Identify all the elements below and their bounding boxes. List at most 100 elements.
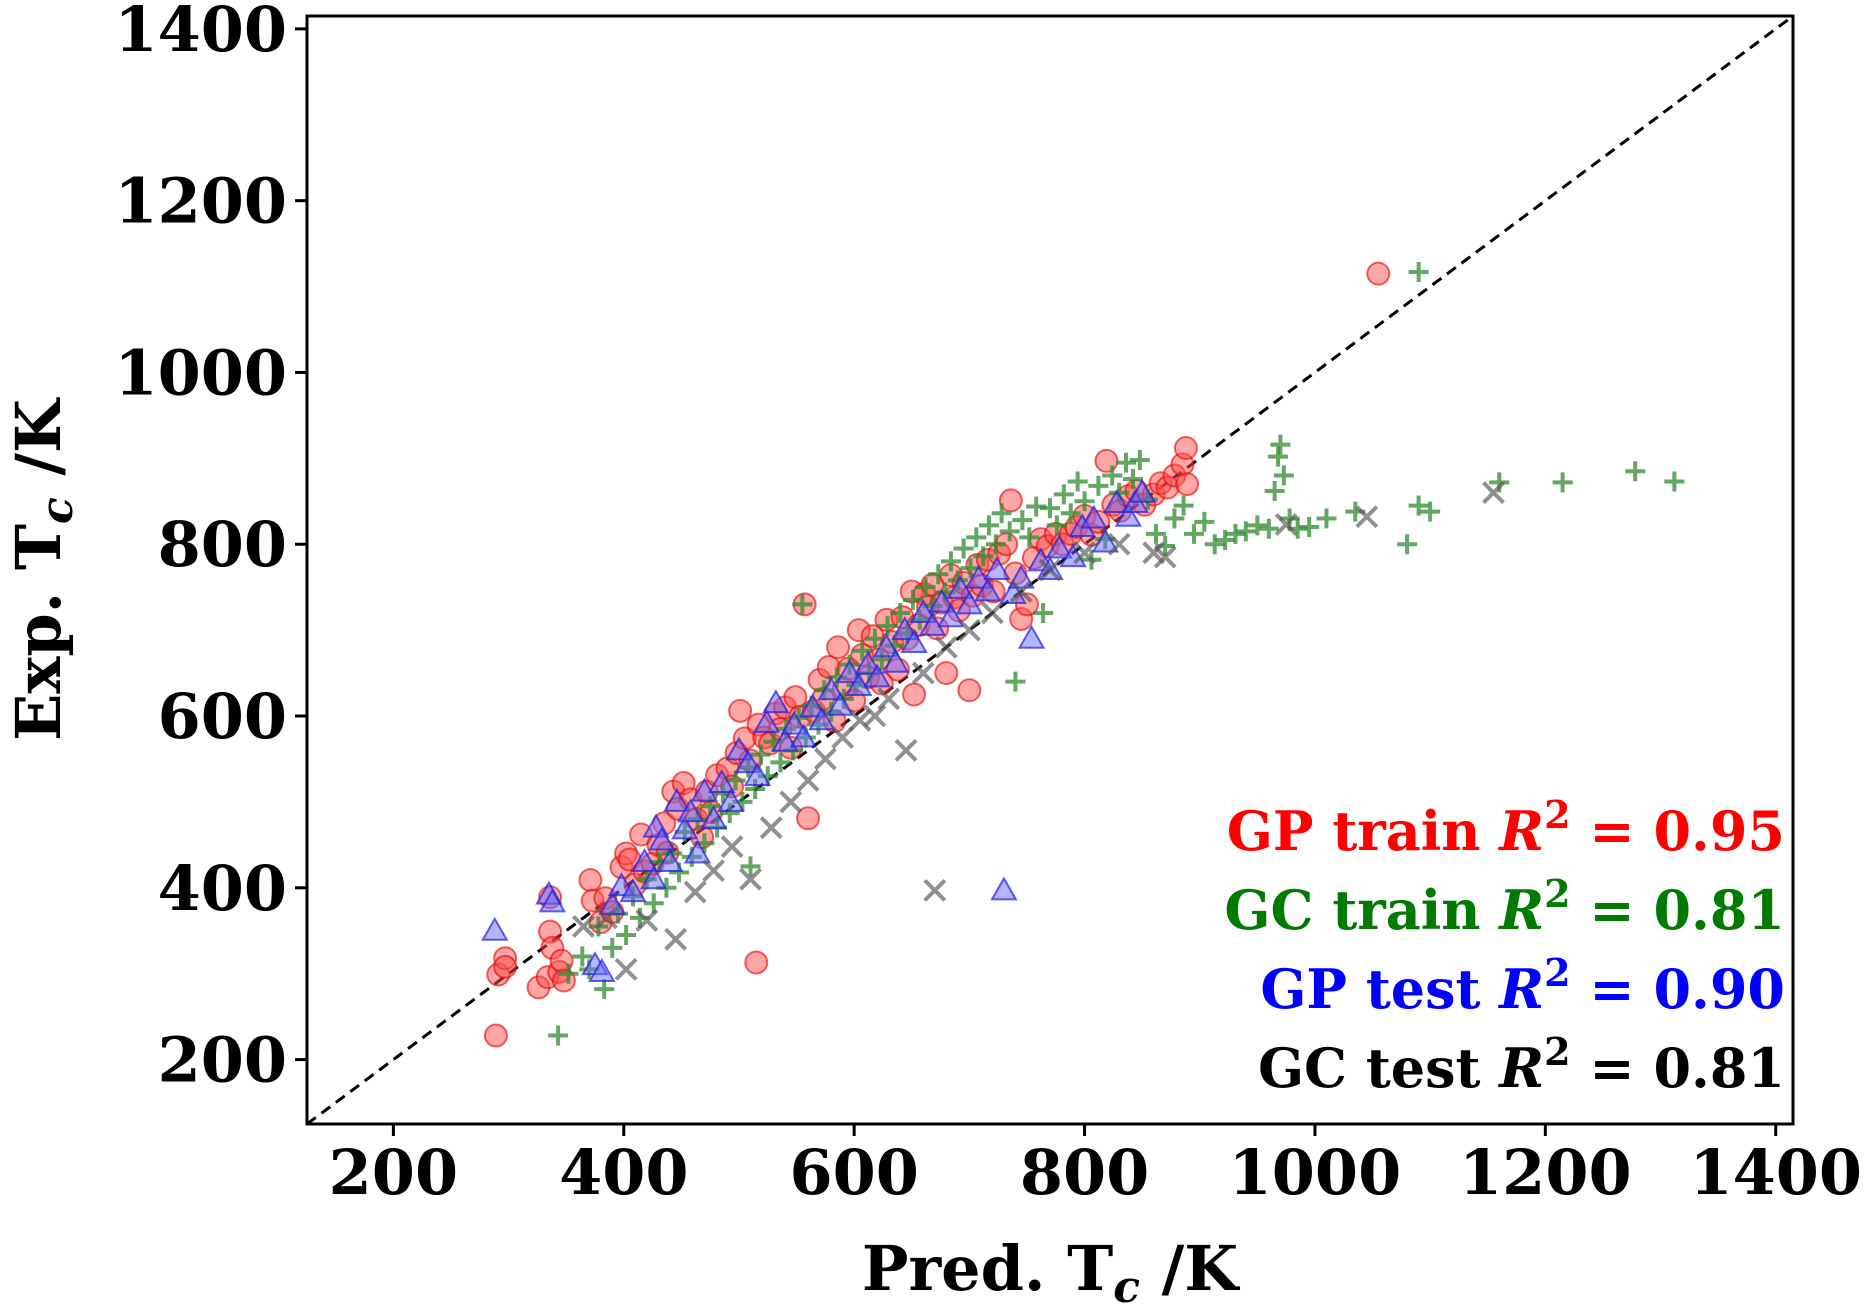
data-point xyxy=(928,564,949,585)
data-point xyxy=(1038,558,1062,582)
data-point xyxy=(717,787,745,812)
data-point xyxy=(891,616,919,641)
data-point xyxy=(1270,434,1291,455)
data-point xyxy=(872,633,901,658)
data-point xyxy=(1408,261,1429,282)
data-point xyxy=(734,749,762,774)
data-point xyxy=(743,762,772,787)
data-point xyxy=(572,915,595,938)
data-point xyxy=(1033,602,1054,623)
data-point xyxy=(663,787,691,812)
data-point xyxy=(702,859,726,883)
data-point xyxy=(863,704,887,728)
data-point xyxy=(1040,498,1060,519)
data-point xyxy=(1088,475,1109,496)
data-point xyxy=(725,770,746,791)
r2-annotation: GP test R2 = 0.90 xyxy=(1260,950,1785,1021)
data-point xyxy=(759,816,783,840)
data-point xyxy=(1164,508,1185,529)
data-point xyxy=(1204,534,1225,555)
data-point xyxy=(656,848,684,873)
data-point xyxy=(813,747,837,771)
data-point xyxy=(1173,495,1194,516)
data-point xyxy=(1664,471,1685,492)
data-point xyxy=(918,611,947,636)
data-point xyxy=(974,577,1002,602)
data-point xyxy=(1005,671,1026,692)
data-point xyxy=(1128,478,1156,503)
x-axis: 200 400 600 800 1000 1200 1400 xyxy=(329,1124,1862,1209)
data-point xyxy=(792,594,813,615)
data-point xyxy=(1215,529,1236,550)
data-point xyxy=(762,689,790,714)
data-point xyxy=(558,963,579,984)
data-point xyxy=(1264,480,1285,501)
data-point xyxy=(1103,488,1131,514)
data-point xyxy=(1482,481,1505,505)
data-point xyxy=(1060,503,1081,524)
data-point xyxy=(964,564,993,589)
data-point xyxy=(985,534,1006,555)
data-point xyxy=(1316,508,1337,529)
data-point xyxy=(548,1025,569,1046)
data-point xyxy=(643,893,664,914)
data-point xyxy=(966,527,987,548)
y-axis: 200 400 600 800 1000 1200 1400 xyxy=(114,0,307,1097)
data-point xyxy=(927,588,956,613)
data-point xyxy=(770,752,791,773)
data-point xyxy=(725,736,753,761)
y-tick-label: 800 xyxy=(158,508,287,581)
data-point xyxy=(481,916,509,941)
data-point xyxy=(740,856,761,877)
data-point xyxy=(953,538,974,559)
data-point xyxy=(578,868,603,893)
data-point xyxy=(1258,518,1279,539)
data-point xyxy=(1235,521,1256,542)
x-tick-label: 1000 xyxy=(1229,1136,1402,1209)
data-point xyxy=(720,835,744,858)
data-point xyxy=(1273,465,1294,486)
data-point xyxy=(1299,517,1320,538)
data-point xyxy=(877,687,901,711)
data-point xyxy=(854,650,882,675)
data-point xyxy=(826,635,851,660)
data-point xyxy=(594,979,615,1000)
data-point xyxy=(863,663,891,688)
data-point xyxy=(1116,452,1137,473)
data-point xyxy=(1183,523,1204,544)
data-point xyxy=(911,661,935,685)
data-point xyxy=(1552,472,1573,493)
data-point xyxy=(1073,541,1096,565)
data-point xyxy=(808,706,836,731)
data-point xyxy=(1053,484,1074,505)
data-point xyxy=(915,577,936,598)
data-point xyxy=(588,957,616,982)
data-point xyxy=(1009,580,1033,603)
data-point xyxy=(1107,532,1131,556)
data-point xyxy=(750,744,771,765)
data-point xyxy=(923,878,947,902)
data-point xyxy=(991,503,1012,524)
data-point xyxy=(1145,523,1166,544)
data-point xyxy=(1153,545,1177,569)
data-point xyxy=(707,768,736,794)
x-tick-label: 1400 xyxy=(1689,1136,1862,1209)
data-point xyxy=(572,946,593,967)
data-point xyxy=(744,950,769,975)
y-tick-label: 400 xyxy=(158,852,287,925)
data-point xyxy=(1017,624,1046,649)
y-tick-label: 1200 xyxy=(114,165,287,238)
data-point xyxy=(1247,515,1268,536)
data-point xyxy=(902,682,927,707)
r2-annotation: GC test R2 = 0.81 xyxy=(1258,1029,1785,1100)
data-point xyxy=(1045,534,1073,559)
data-point xyxy=(676,798,705,823)
data-point xyxy=(1114,502,1143,527)
data-point xyxy=(955,590,984,615)
data-point xyxy=(1091,528,1120,553)
data-point xyxy=(1397,534,1418,555)
data-point xyxy=(864,628,885,649)
y-tick-label: 600 xyxy=(158,680,287,753)
data-point xyxy=(1274,513,1298,536)
data-point xyxy=(483,1023,508,1048)
